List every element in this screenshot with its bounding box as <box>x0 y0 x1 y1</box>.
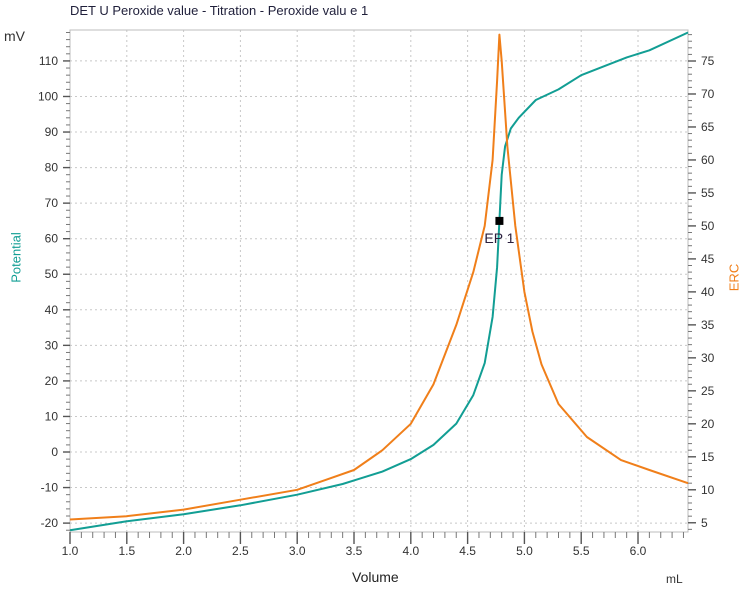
y-tick-label: 30 <box>45 338 59 352</box>
series-potential <box>69 31 689 532</box>
y-tick-label: 50 <box>45 267 59 281</box>
x-tick-label: 3.0 <box>289 544 306 558</box>
x-tick-label: 5.5 <box>573 544 590 558</box>
x-tick-label: 6.0 <box>630 544 647 558</box>
y2-tick-label: 35 <box>701 318 715 332</box>
y2-tick-label: 70 <box>701 87 715 101</box>
y-tick-label: -20 <box>41 516 59 530</box>
y-tick-label: 80 <box>45 161 59 175</box>
x-tick-label: 5.0 <box>516 544 533 558</box>
y-tick-label: 90 <box>45 125 59 139</box>
x-tick-label: 4.5 <box>459 544 476 558</box>
y2-tick-label: 75 <box>701 54 715 68</box>
series-lines <box>69 31 689 532</box>
y2-tick-label: 45 <box>701 252 715 266</box>
series-erc <box>69 33 689 521</box>
y2-tick-label: 5 <box>701 516 708 530</box>
y-tick-label: 20 <box>45 374 59 388</box>
y2-tick-label: 40 <box>701 285 715 299</box>
x-tick-label: 1.5 <box>118 544 135 558</box>
chart-title: DET U Peroxide value - Titration - Perox… <box>70 3 369 18</box>
bottom-axis-unit: mL <box>666 572 683 586</box>
y2-tick-label: 50 <box>701 219 715 233</box>
y-tick-label: 70 <box>45 196 59 210</box>
left-axis-unit: mV <box>4 28 25 44</box>
x-tick-label: 1.0 <box>62 544 79 558</box>
x-axis-label: Volume <box>352 569 399 585</box>
y2-tick-label: 30 <box>701 351 715 365</box>
left-axis: -20 -10 0 10 20 30 40 50 60 70 80 90 100 110 <box>38 31 70 531</box>
y-tick-label: 40 <box>45 303 59 317</box>
y2-tick-label: 65 <box>701 120 715 134</box>
y2-tick-label: 10 <box>701 483 715 497</box>
y-tick-label: 100 <box>38 89 58 103</box>
y2-tick-label: 60 <box>701 153 715 167</box>
x-tick-label: 4.0 <box>402 544 419 558</box>
x-tick-label: 2.0 <box>175 544 192 558</box>
endpoint-label: EP 1 <box>484 230 514 246</box>
plot-frame <box>69 29 689 533</box>
grid-lines <box>70 30 688 532</box>
y-tick-label: -10 <box>41 481 59 495</box>
y-tick-label: 60 <box>45 232 59 246</box>
y2-tick-label: 55 <box>701 186 715 200</box>
endpoint-marker <box>495 216 504 225</box>
endpoint-annotations: EP 1 <box>484 216 515 246</box>
y-tick-label: 0 <box>51 445 58 459</box>
y-tick-label: 110 <box>39 54 58 68</box>
y2-tick-label: 20 <box>701 417 715 431</box>
right-axis: 5 10 15 20 25 30 35 40 45 50 55 60 65 70 75 <box>688 34 715 530</box>
y-tick-label: 10 <box>45 409 59 423</box>
y2-tick-label: 25 <box>701 384 715 398</box>
x-tick-label: 3.5 <box>346 544 363 558</box>
x-tick-label: 2.5 <box>232 544 249 558</box>
y2-tick-label: 15 <box>701 450 715 464</box>
x-axis: 1.0 1.5 2.0 2.5 3.0 3.5 4.0 4.5 5.0 5.5 6.0 <box>62 532 684 558</box>
